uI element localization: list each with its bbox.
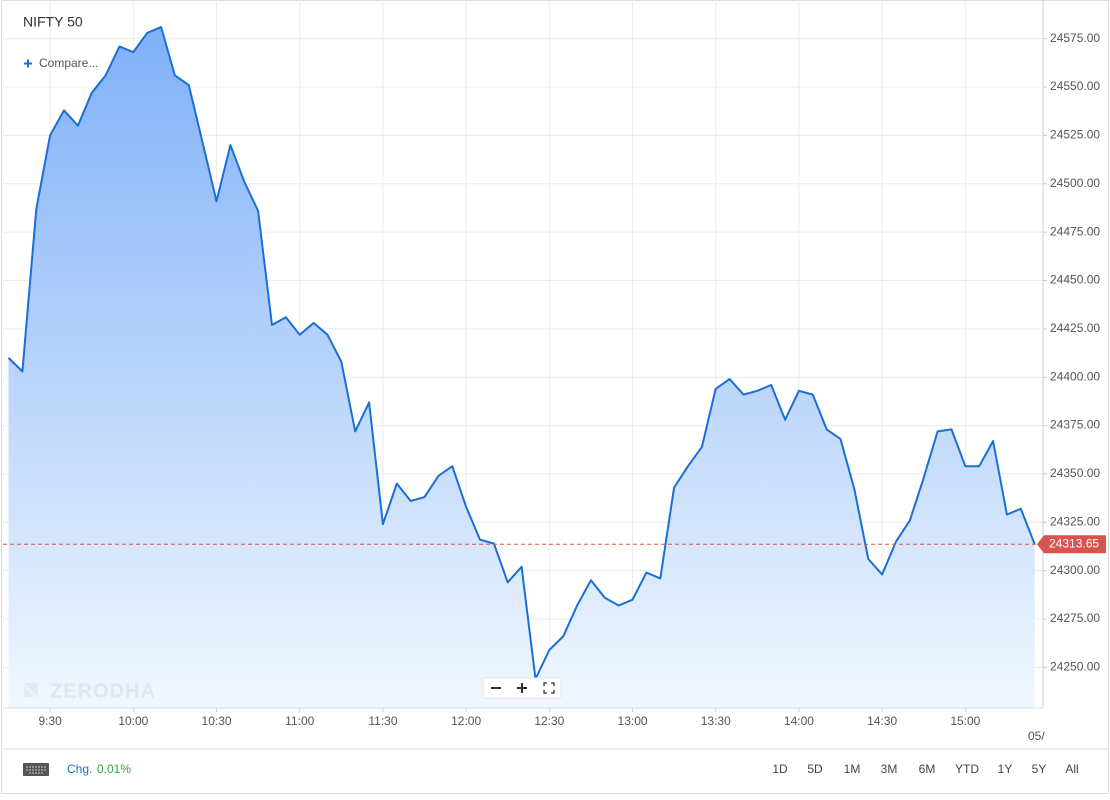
last-price-tag (1037, 535, 1106, 554)
y-tick-label: 24425.00 (1050, 321, 1100, 335)
y-tick-label: 24450.00 (1050, 273, 1100, 287)
area-fill (8, 27, 1035, 709)
range-button[interactable]: 1D (772, 762, 788, 776)
y-tick-label: 24500.00 (1050, 176, 1100, 190)
range-button[interactable]: 5D (807, 762, 823, 776)
zoom-controls (482, 677, 562, 699)
y-tick-label: 24300.00 (1050, 563, 1100, 577)
x-tick-label: 13:00 (618, 714, 648, 728)
x-tick-label: 12:00 (451, 714, 481, 728)
y-tick-label: 24400.00 (1050, 369, 1100, 383)
compare-label[interactable]: Compare... (39, 56, 98, 70)
change-label: Chg. (67, 762, 92, 776)
y-tick-label: 24375.00 (1050, 418, 1100, 432)
x-tick-label: 12:30 (534, 714, 564, 728)
chart-title: NIFTY 50 (23, 14, 83, 30)
y-tick-label: 24350.00 (1050, 466, 1100, 480)
plus-icon (24, 59, 32, 68)
x-tick-label: 15:00 (950, 714, 980, 728)
x-tick-label: 10:30 (202, 714, 232, 728)
range-button[interactable]: YTD (955, 762, 979, 776)
y-tick-label: 24250.00 (1050, 660, 1100, 674)
compare-button[interactable]: Compare... (24, 56, 98, 70)
range-button[interactable]: 3M (881, 762, 898, 776)
zoom-in[interactable] (517, 683, 527, 693)
x-tick-label: 14:00 (784, 714, 814, 728)
y-tick-label: 24475.00 (1050, 224, 1100, 238)
x-tick-label: 9:30 (38, 714, 62, 728)
logo (24, 686, 35, 697)
x-tick-label: 11:00 (285, 714, 314, 728)
keys (26, 766, 46, 774)
keyboard-button[interactable] (23, 763, 49, 776)
range-button[interactable]: 5Y (1032, 762, 1047, 776)
range-button[interactable]: 1M (844, 762, 861, 776)
y-tick-label: 24550.00 (1050, 79, 1100, 93)
y-tick-label: 24325.00 (1050, 514, 1100, 528)
range-button[interactable]: All (1065, 762, 1078, 776)
fullscreen[interactable] (543, 682, 555, 694)
y-tick-label: 24575.00 (1050, 31, 1100, 45)
logo (24, 683, 38, 697)
change-value: 0.01% (97, 762, 131, 776)
range-button[interactable]: 6M (919, 762, 936, 776)
x-tick-label: 11:30 (368, 714, 397, 728)
x-tick-label: 14:30 (867, 714, 897, 728)
x-tick-label: 13:30 (701, 714, 731, 728)
price-line (7, 26, 1036, 680)
y-tick-label: 24275.00 (1050, 611, 1100, 625)
x-edge-label: 05/ (1028, 729, 1045, 743)
last-price-label: 24313.65 (1049, 536, 1099, 550)
watermark: ZERODHA (24, 680, 156, 702)
watermark-text: ZERODHA (50, 680, 156, 702)
y-tick-label: 24525.00 (1050, 128, 1100, 142)
x-tick-label: 10:00 (118, 714, 148, 728)
range-button[interactable]: 1Y (998, 762, 1013, 776)
